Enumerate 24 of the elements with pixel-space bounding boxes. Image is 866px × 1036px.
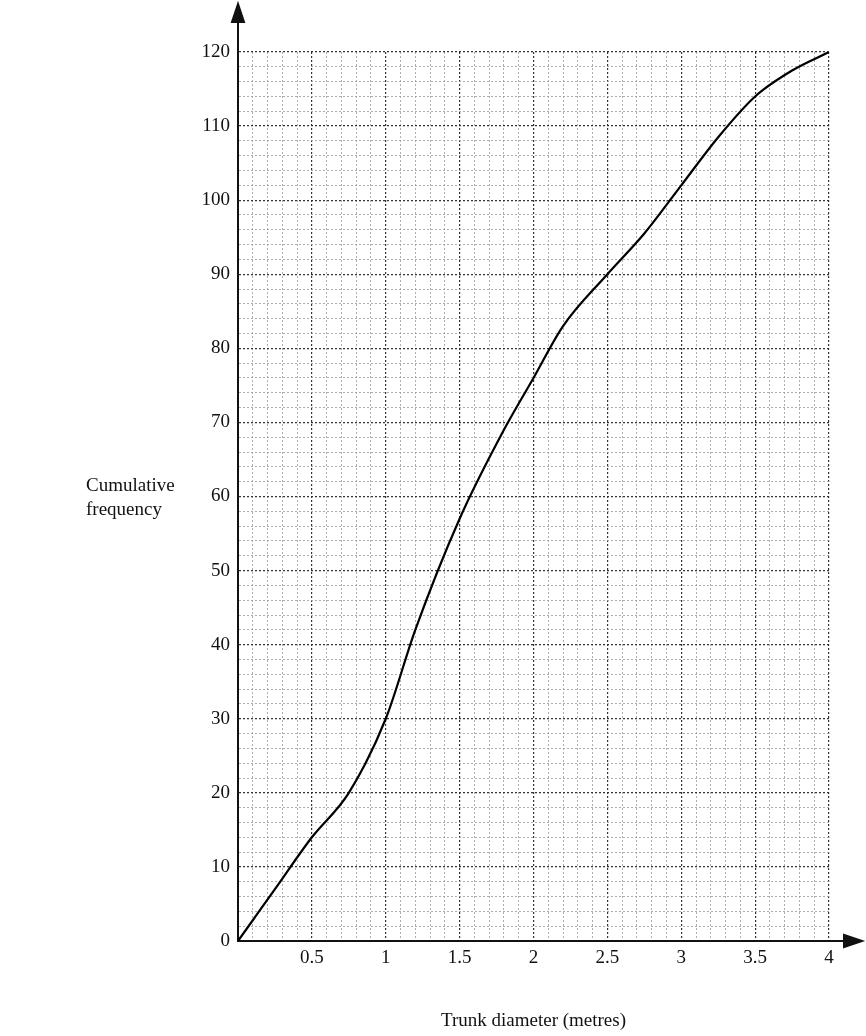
x-tick-label: 2.5 [595,946,620,968]
y-tick-label: 110 [202,114,230,136]
y-tick-label: 30 [211,706,230,728]
y-tick-label: 80 [211,336,230,358]
x-tick-label: 1 [381,946,391,968]
x-tick-label: 4 [824,946,835,968]
x-tick-label: 1.5 [447,946,472,968]
y-tick-label: 70 [211,410,230,432]
y-tick-label: 100 [201,188,230,210]
y-tick-label: 0 [220,928,230,950]
y-tick-label: 10 [211,854,230,876]
y-tick-label: 20 [211,780,230,802]
y-tick-label: 50 [211,558,230,580]
line-series [238,52,829,941]
x-tick-label: 3 [676,946,686,968]
x-tick-label: 3.5 [743,946,767,968]
x-axis-title: Trunk diameter (metres) [440,1008,627,1031]
x-tick-label: 2 [528,946,539,968]
y-tick-label: 60 [211,484,230,506]
y-tick-label: 90 [211,262,230,284]
y-tick-label: 40 [211,632,230,654]
y-tick-label: 120 [201,39,230,61]
y-axis-title: Cumulative frequency [86,472,176,521]
x-tick-label: 0.5 [300,946,324,968]
